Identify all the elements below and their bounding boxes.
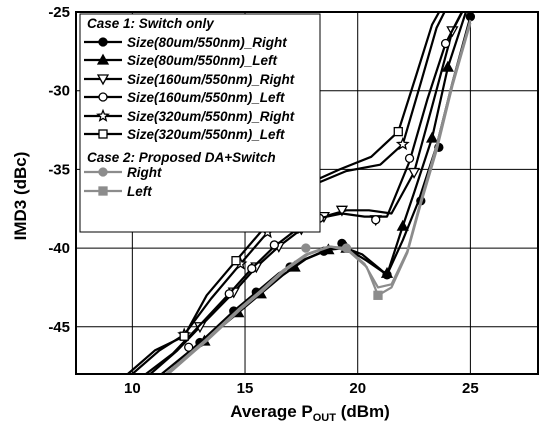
legend-entry-left: Left — [84, 184, 152, 199]
legend-label: Right — [127, 165, 162, 180]
x-axis-label-subscript: OUT — [313, 412, 337, 424]
data-point — [425, 131, 439, 143]
legend-marker — [98, 129, 108, 139]
y-axis-label: IMD3 (dBc) — [11, 152, 30, 241]
legend-entry-right: Right — [84, 165, 162, 180]
x-tick-label: 20 — [349, 380, 366, 397]
tick-labels: 10 15 20 25 -25 -30 -35 -40 -45 — [48, 4, 478, 397]
legend-label: Size(320um/550nm)_Left — [127, 127, 285, 142]
data-point — [231, 256, 241, 266]
legend-label: Size(160um/550nm)_Left — [127, 90, 285, 105]
legend-marker — [98, 37, 108, 47]
x-axis-label-unit: (dBm) — [336, 402, 390, 421]
legend-entry-size-320um-550nm-left: Size(320um/550nm)_Left — [84, 127, 285, 142]
data-point — [224, 289, 234, 299]
plot-frame — [75, 11, 539, 375]
legend: Case 1: Switch only Case 2: Proposed DA+… — [79, 13, 321, 233]
data-point — [404, 153, 415, 164]
legend-entry-size-320um-550nm-right: Size(320um/550nm)_Right — [84, 108, 295, 124]
legend-box — [79, 13, 321, 233]
data-point — [373, 290, 383, 300]
legend-marker — [96, 108, 110, 122]
legend-label: Size(320um/550nm)_Right — [127, 109, 295, 124]
data-point — [269, 240, 279, 250]
legend-entry-size-160um-550nm-left: Size(160um/550nm)_Left — [84, 90, 285, 105]
legend-marker — [96, 53, 110, 65]
series-left — [167, 22, 472, 374]
data-point — [184, 342, 194, 352]
x-axis-label-main: Average P — [230, 402, 313, 421]
y-tick-label: -40 — [48, 240, 70, 257]
legend-label: Size(160um/550nm)_Right — [127, 72, 295, 87]
data-point — [301, 243, 311, 253]
x-axis-label: Average POUT (dBm) — [230, 402, 390, 424]
y-tick-label: -35 — [48, 161, 70, 178]
data-point — [407, 167, 421, 179]
data-point — [393, 126, 403, 137]
legend-entry-size-160um-550nm-right: Size(160um/550nm)_Right — [84, 72, 295, 87]
x-tick-label: 15 — [237, 380, 254, 397]
x-tick-label: 25 — [462, 380, 479, 397]
y-tick-label: -30 — [48, 83, 70, 100]
legend-case2-title: Case 2: Proposed DA+Switch — [87, 150, 276, 165]
data-point — [335, 205, 349, 217]
legend-label: Size(80um/550nm)_Left — [127, 53, 278, 68]
legend-entry-size-80um-550nm-right: Size(80um/550nm)_Right — [84, 35, 287, 50]
legend-marker — [96, 74, 110, 86]
data-point — [247, 263, 257, 274]
legend-marker — [98, 167, 108, 177]
data-point — [440, 38, 451, 49]
data-point — [465, 12, 476, 22]
legend-marker — [98, 92, 108, 102]
data-point — [441, 60, 454, 72]
data-point — [380, 266, 394, 278]
legend-label: Size(80um/550nm)_Right — [127, 35, 287, 50]
data-point — [396, 219, 409, 231]
legend-marker — [98, 186, 108, 196]
y-tick-label: -45 — [48, 319, 70, 336]
x-tick-label: 10 — [124, 380, 141, 397]
data-point — [179, 331, 189, 341]
legend-entry-size-80um-550nm-left: Size(80um/550nm)_Left — [84, 53, 278, 68]
data-point — [395, 136, 410, 151]
legend-case1-title: Case 1: Switch only — [87, 16, 215, 31]
data-point — [371, 215, 381, 225]
y-tick-label: -25 — [48, 4, 70, 21]
legend-label: Left — [127, 184, 152, 199]
series-line-left — [167, 22, 472, 374]
